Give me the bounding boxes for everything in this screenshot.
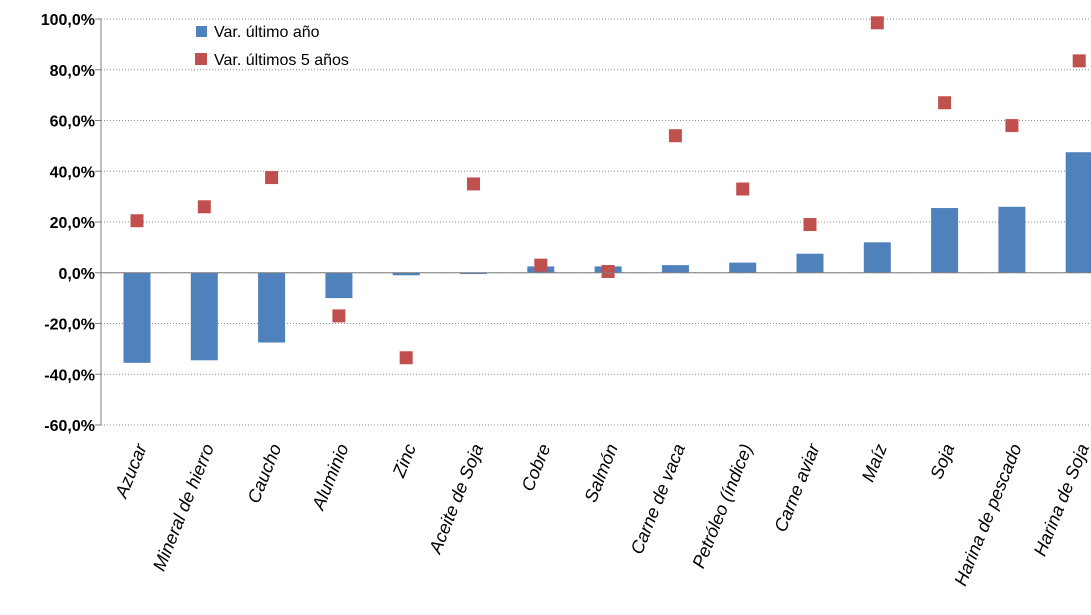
bar [796,253,824,273]
bar [863,242,891,273]
marker [130,214,144,228]
category-label: Harina de pescado [950,441,1025,589]
bar [460,272,487,275]
category-label: Cobre [518,441,555,494]
marker [467,177,480,191]
bar [325,272,353,299]
legend-marker-swatch [195,53,207,65]
marker [1005,119,1019,133]
category-label: Azucar [111,440,151,501]
y-axis-ticks: 100,0% 80,0% 60,0% 40,0% 20,0% 0,0% -20,0% -40,… [41,12,101,435]
marker [870,16,884,30]
y-tick-label: 40,0% [50,164,95,181]
category-label: Salmón [580,441,621,505]
legend: Var. último año Var. últimos 5 años [195,24,349,69]
marker [601,264,615,278]
y-tick-label: 60,0% [50,114,95,131]
marker [1072,54,1086,68]
category-label: Soja [926,441,958,482]
y-tick-label: 0,0% [59,266,95,283]
legend-bar-swatch [196,26,207,37]
marker [332,309,346,323]
marker [399,351,413,365]
bar [931,208,959,273]
marker [265,171,279,185]
y-tick-label: -60,0% [44,418,95,435]
marker [534,258,548,272]
category-label: Aluminio [308,441,353,513]
bar [392,272,420,276]
y-tick-label: -20,0% [44,317,95,334]
marker [803,218,817,232]
bar [729,262,757,273]
bar [123,272,151,363]
y-tick-label: 80,0% [50,63,95,80]
marker [938,96,952,110]
category-label: Caucho [244,441,286,506]
bar [998,206,1026,273]
category-label: Petróleo (índice) [688,441,756,571]
y-tick-label: 20,0% [50,215,95,232]
category-label: Aceite de Soja [425,441,487,557]
legend-marker-label: Var. últimos 5 años [214,52,349,69]
category-label: Mineral de hierro [149,441,218,574]
category-label: Carne de vaca [627,441,689,557]
marker-series [130,16,1086,365]
y-tick-label: -40,0% [44,367,95,384]
axes [100,19,1091,425]
bar [258,272,286,343]
category-label: Maíz [858,441,891,485]
category-label: Harina de Soja [1030,441,1091,559]
bar-series [123,152,1091,363]
legend-bar-label: Var. último año [214,24,320,41]
bar [190,272,218,361]
category-label: Carne aviar [770,440,824,535]
marker [668,129,682,143]
y-tick-label: 100,0% [41,12,95,29]
marker [197,200,211,214]
bar [661,265,689,273]
category-label: Zinc [388,441,420,481]
marker [736,182,750,196]
bar [1065,152,1091,273]
